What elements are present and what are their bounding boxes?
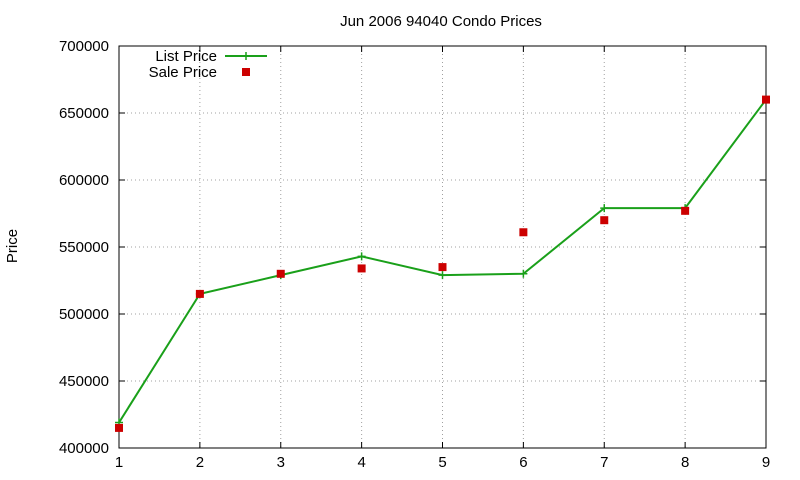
- data-point: [276, 269, 285, 278]
- grid: [119, 46, 766, 448]
- data-point: [519, 228, 528, 237]
- y-axis-label: Price: [4, 229, 21, 263]
- legend-entry: Sale Price: [149, 64, 250, 81]
- data-point: [762, 95, 770, 104]
- data-point: [600, 216, 609, 225]
- y-tick-label: 550000: [59, 239, 109, 256]
- data-point: [438, 263, 447, 272]
- x-tick-label: 2: [196, 454, 204, 471]
- series-list-price: [115, 95, 770, 427]
- legend-label: List Price: [155, 48, 217, 65]
- legend-entry: List Price: [155, 48, 267, 65]
- y-tick-label: 400000: [59, 440, 109, 457]
- x-tick-label: 5: [438, 454, 446, 471]
- axis-ticks: 1 2 3 4 5 6 7 8 9 400000 450000 500000 550000 600000 6…: [59, 38, 770, 471]
- series-sale-price: [115, 95, 770, 432]
- data-point: [519, 269, 528, 278]
- x-tick-label: 8: [681, 454, 689, 471]
- legend-label: Sale Price: [149, 64, 217, 81]
- legend-marker: [242, 52, 250, 60]
- x-tick-label: 1: [115, 454, 123, 471]
- data-point: [681, 206, 690, 215]
- data-point: [195, 289, 204, 298]
- x-tick-label: 7: [600, 454, 608, 471]
- y-tick-label: 450000: [59, 373, 109, 390]
- data-point: [357, 264, 366, 273]
- x-tick-label: 4: [357, 454, 365, 471]
- y-tick-label: 700000: [59, 38, 109, 55]
- legend-marker: [242, 68, 250, 76]
- y-tick-label: 500000: [59, 306, 109, 323]
- y-tick-label: 600000: [59, 172, 109, 189]
- series-layer: [115, 95, 770, 432]
- chart-title: Jun 2006 94040 Condo Prices: [340, 13, 542, 30]
- data-point: [115, 423, 123, 432]
- x-tick-label: 3: [277, 454, 285, 471]
- data-point: [438, 271, 447, 280]
- y-tick-label: 650000: [59, 105, 109, 122]
- x-tick-label: 6: [519, 454, 527, 471]
- x-tick-label: 9: [762, 454, 770, 471]
- data-point: [600, 204, 609, 213]
- data-point: [357, 252, 366, 261]
